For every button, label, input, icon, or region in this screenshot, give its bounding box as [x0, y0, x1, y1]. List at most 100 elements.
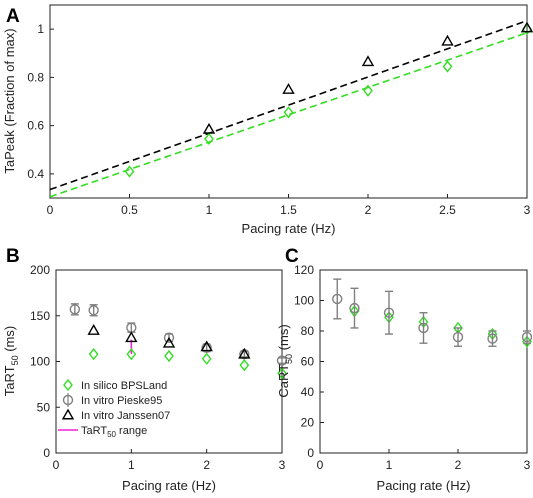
x-tick-label: 0.5	[121, 203, 138, 217]
circle-point	[418, 322, 429, 334]
x-tick-label: 2.5	[439, 203, 456, 217]
diamond-point	[201, 352, 212, 365]
panel-a-markers	[124, 21, 533, 178]
legend-marker-triangle	[61, 408, 75, 420]
diamond-point	[522, 335, 532, 348]
y-tick-label: 0.6	[27, 119, 44, 133]
triangle-point	[441, 34, 454, 46]
x-tick-label: 1	[386, 458, 393, 472]
fit-line	[49, 31, 528, 198]
circle-point	[332, 293, 343, 305]
y-tick-label: 1	[37, 22, 44, 36]
panel-c-ylabel: CaRT50 (ms)	[276, 324, 294, 397]
panel-a-fit-lines	[49, 19, 528, 198]
panel-c-ylabel-sub: 50	[284, 354, 294, 364]
circle-point	[452, 331, 464, 343]
triangle-point	[520, 21, 533, 33]
triangle-point	[202, 122, 216, 134]
circle-point	[88, 305, 99, 316]
triangle-point	[238, 347, 251, 359]
panel-b-ticks: 0 1 2 3 0 50 100 150 200	[30, 263, 286, 472]
circle-point	[383, 307, 395, 318]
panel-c-ylabel-main: CaRT	[276, 364, 291, 398]
panel-c-ticks: 0 1 2 3 0 20 40 60 80 100 120	[294, 263, 531, 472]
panel-b-xlabel: Pacing rate (Hz)	[122, 478, 216, 493]
y-tick-label: 0.8	[27, 70, 44, 84]
panel-b-markers	[69, 303, 288, 380]
panel-a: A 0 0.5 1 1.5 2 2.5 3 0.4 0.6 0.8 1 Pacing rate (H…	[2, 4, 533, 236]
diamond-point	[126, 348, 137, 361]
legend-label-range: TaRT50 range	[81, 425, 147, 439]
circle-point	[349, 302, 360, 314]
x-tick-label: 3	[524, 458, 531, 472]
y-tick-label: 20	[301, 416, 315, 430]
x-tick-label: 0	[53, 458, 60, 472]
triangle-point	[361, 55, 375, 67]
diamond-point	[164, 349, 174, 363]
y-tick-label: 100	[294, 294, 314, 308]
diamond-point	[277, 367, 287, 380]
panel-b: B 0 1 2 3 0 50 100 150 200 In silico BPSLand In v…	[2, 246, 288, 493]
x-tick-label: 2	[365, 203, 372, 217]
y-tick-label: 120	[294, 263, 314, 277]
panel-letter-a: A	[6, 6, 20, 27]
legend-label: In vitro Janssen07	[81, 410, 170, 422]
panel-letter-c: C	[285, 246, 299, 267]
triangle-point	[125, 331, 138, 343]
panel-a-ylabel: TaPeak (Fraction of max)	[2, 28, 17, 173]
panel-c-ylabel-unit: (ms)	[276, 324, 291, 354]
panel-c-axes-box	[319, 269, 528, 454]
diamond-point	[442, 60, 453, 73]
y-tick-label: 150	[30, 309, 50, 323]
fit-line	[49, 19, 528, 191]
y-tick-label: 50	[37, 400, 51, 414]
x-tick-label: 2	[203, 458, 210, 472]
y-tick-label: 200	[30, 263, 50, 277]
x-tick-label: 3	[279, 458, 286, 472]
circle-point	[487, 333, 498, 344]
triangle-point	[162, 336, 176, 348]
triangle-point	[200, 340, 213, 352]
x-tick-label: 2	[455, 458, 462, 472]
y-tick-label: 40	[301, 385, 315, 399]
panel-b-ylabel-unit: (ms)	[2, 326, 17, 356]
diamond-point	[283, 106, 294, 119]
y-tick-label: 0	[307, 446, 314, 460]
circle-point	[163, 332, 175, 343]
x-tick-label: 1	[206, 203, 213, 217]
y-tick-label: 0.4	[27, 167, 44, 181]
y-tick-label: 100	[30, 355, 50, 369]
diamond-point	[239, 359, 250, 372]
diamond-point	[124, 165, 135, 178]
diamond-point	[88, 348, 99, 361]
circle-point	[69, 304, 81, 315]
panel-a-ticks: 0 0.5 1 1.5 2 2.5 3 0.4 0.6 0.8 1	[27, 22, 530, 217]
circle-point	[201, 342, 212, 353]
panel-b-legend: In silico BPSLand In vitro Pieske95 In vit…	[58, 378, 170, 439]
panel-a-axes-box	[49, 4, 528, 199]
diamond-point	[363, 84, 373, 97]
x-tick-label: 1	[128, 458, 135, 472]
circle-point	[521, 331, 533, 343]
panel-c-xlabel: Pacing rate (Hz)	[377, 478, 471, 493]
panel-c-markers	[332, 278, 533, 348]
triangle-point	[87, 323, 100, 335]
legend-label: In silico BPSLand	[81, 380, 167, 392]
x-tick-label: 0	[317, 458, 324, 472]
legend-label: In vitro Pieske95	[81, 395, 162, 407]
y-tick-label: 0	[43, 446, 50, 460]
panel-b-ylabel: TaRT50 (ms)	[2, 326, 20, 396]
panel-a-xlabel: Pacing rate (Hz)	[242, 221, 336, 236]
panel-b-ylabel-main: TaRT	[2, 365, 17, 396]
panel-c: C 0 1 2 3 0 20 40 60 80 100 120 Pacing rate (Hz) C…	[276, 246, 533, 493]
circle-point	[276, 355, 288, 366]
panel-letter-b: B	[6, 246, 20, 267]
x-tick-label: 0	[47, 203, 54, 217]
panel-b-ylabel-sub: 50	[10, 355, 20, 365]
triangle-point	[282, 83, 295, 94]
x-tick-label: 3	[524, 203, 531, 217]
y-tick-label: 60	[301, 355, 315, 369]
x-tick-label: 1.5	[280, 203, 297, 217]
y-tick-label: 80	[301, 324, 315, 338]
